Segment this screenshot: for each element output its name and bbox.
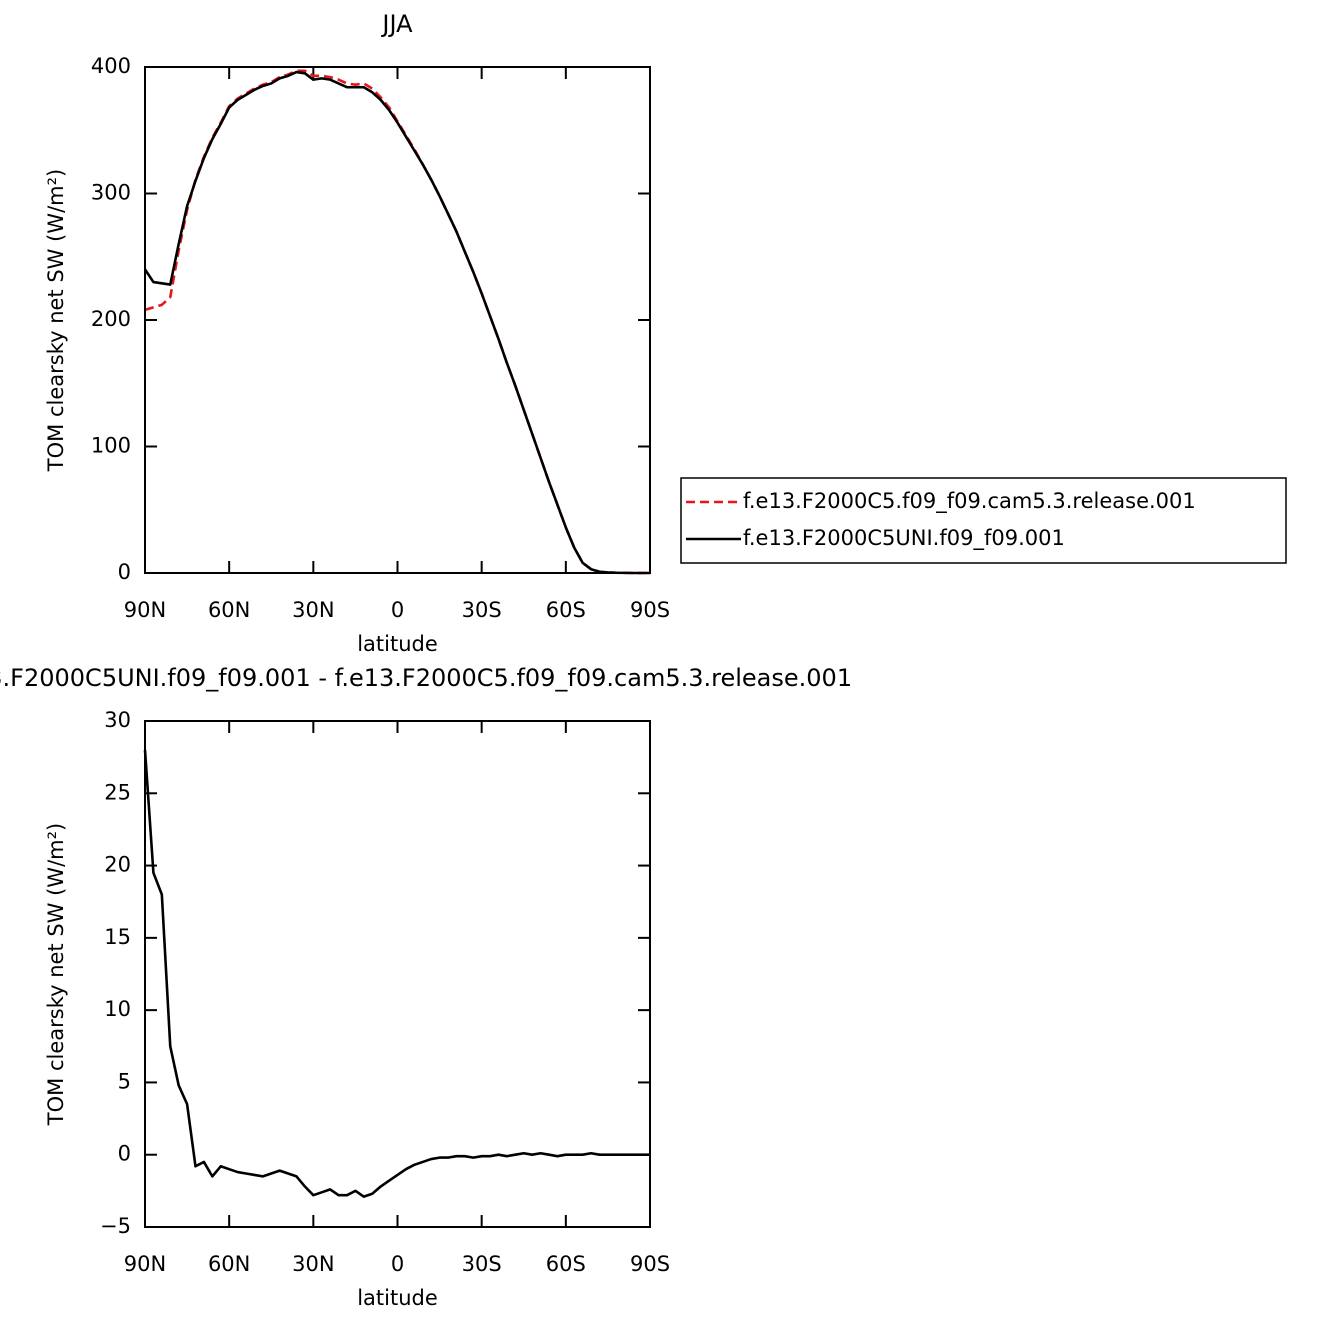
data-line [143, 749, 650, 1198]
x-axis-label: latitude [357, 1286, 438, 1310]
x-tick-label: 90N [124, 598, 166, 622]
y-tick-label: 300 [91, 181, 131, 205]
x-tick-label: 90S [630, 1252, 670, 1276]
plot-frame [144, 66, 651, 574]
x-tick-label: 90N [124, 1252, 166, 1276]
legend-label: f.e13.F2000C5UNI.f09_f09.001 [743, 526, 1065, 551]
plot-frame [144, 720, 651, 1228]
x-tick-label: 90S [630, 598, 670, 622]
y-tick-label: 30 [104, 708, 131, 732]
x-tick-label: 30N [292, 598, 334, 622]
chart-title: JJA [380, 10, 413, 38]
y-axis-label: TOM clearsky net SW (W/m²) [44, 823, 68, 1126]
data-line [144, 69, 650, 575]
y-tick-label: 200 [91, 307, 131, 331]
y-tick-label: 400 [91, 54, 131, 78]
y-tick-label: 100 [91, 434, 131, 458]
x-tick-label: 60S [546, 598, 586, 622]
x-tick-label: 30N [292, 1252, 334, 1276]
x-tick-label: 30S [462, 598, 502, 622]
y-axis-label: TOM clearsky net SW (W/m²) [44, 169, 68, 472]
x-tick-label: 0 [391, 598, 404, 622]
y-tick-label: 20 [104, 853, 131, 877]
y-tick-label: 25 [104, 780, 131, 804]
y-tick-label: 5 [118, 1069, 131, 1093]
y-tick-label: 0 [118, 1142, 131, 1166]
x-tick-label: 60S [546, 1252, 586, 1276]
legend-label: f.e13.F2000C5.f09_f09.cam5.3.release.001 [743, 489, 1196, 514]
y-tick-label: −5 [100, 1214, 131, 1238]
x-tick-label: 30S [462, 1252, 502, 1276]
x-tick-label: 60N [208, 598, 250, 622]
y-tick-label: 0 [118, 560, 131, 584]
y-tick-label: 15 [104, 925, 131, 949]
x-axis-label: latitude [357, 632, 438, 656]
legend-frame [680, 477, 1287, 564]
data-line [143, 70, 650, 575]
x-tick-label: 60N [208, 1252, 250, 1276]
x-tick-label: 0 [391, 1252, 404, 1276]
y-tick-label: 10 [104, 997, 131, 1021]
chart-title: f.e13.F2000C5UNI.f09_f09.001 - f.e13.F20… [0, 664, 852, 692]
